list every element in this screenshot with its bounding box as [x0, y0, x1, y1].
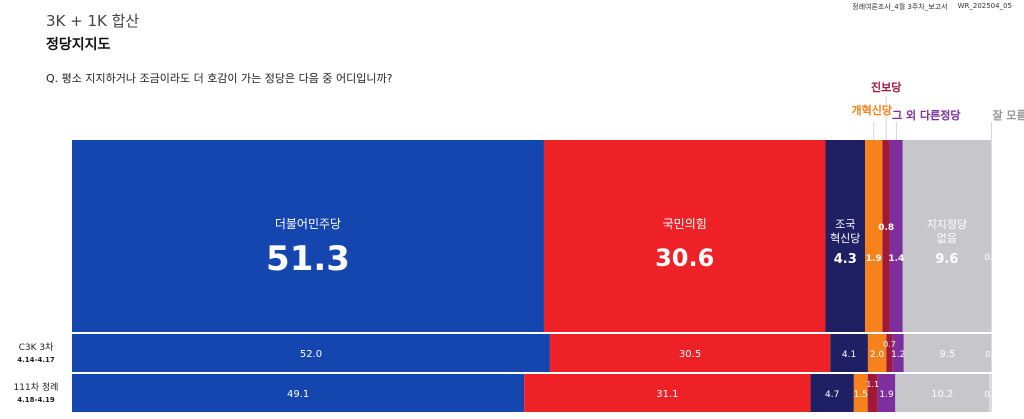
bar-row0-seg-3: [867, 334, 887, 372]
row0-value-seg-0: 52.0: [300, 349, 322, 360]
main-value-seg-0: 51.3: [266, 239, 350, 279]
row-label-bg-1: [0, 374, 72, 412]
bar-main-seg-6: [902, 140, 992, 332]
bar-main-seg-7: [991, 140, 992, 332]
main-label-seg-2-l1: 혁신당: [830, 232, 860, 245]
row-label-1: 111차 정례: [14, 381, 59, 393]
bar-row1-seg-1: [524, 374, 811, 412]
row-label-0: C3K 3차: [19, 341, 54, 353]
main-label-seg-1: 국민의힘: [663, 217, 707, 231]
bar-row1-seg-5: [877, 374, 896, 412]
main-value-seg-6: 9.6: [935, 252, 958, 267]
bar-row1-seg-0: [72, 374, 525, 412]
row1-value-seg-3: 1.5: [854, 390, 868, 400]
top-label-1: 진보당: [871, 80, 901, 94]
bar-main-seg-5: [889, 140, 903, 332]
row1-value-seg-5: 1.9: [879, 390, 894, 400]
main-value-seg-1: 30.6: [655, 244, 714, 272]
row1-value-seg-1: 31.1: [656, 389, 678, 400]
main-value-seg-4: 0.8: [878, 223, 894, 233]
bar-row0-seg-7: [991, 334, 992, 372]
bar-row0-seg-5: [892, 334, 904, 372]
row0-value-seg-6: 9.5: [939, 349, 955, 360]
row1-value-seg-7: 0.3: [984, 390, 997, 399]
header-kicker: 3K + 1K 합산: [46, 12, 140, 30]
report-name: 정례여론조사_4월 3주차_보고서: [852, 3, 948, 11]
row1-value-seg-0: 49.1: [287, 389, 309, 400]
bar-main-seg-2: [825, 140, 866, 332]
bar-main-seg-3: [865, 140, 883, 332]
main-value-seg-5: 1.4: [888, 254, 904, 264]
bar-row0-seg-0: [72, 334, 550, 372]
row-label-bg-0: [0, 334, 72, 372]
bar-row1-seg-2: [810, 374, 854, 412]
bar-row0-seg-1: [549, 334, 831, 372]
row0-value-seg-4: 0.7: [883, 340, 896, 349]
top-label-3: 잘 모름: [992, 109, 1024, 122]
main-value-seg-7: 0.1: [984, 253, 998, 263]
main-label-seg-6-l1: 없음: [937, 232, 957, 245]
row0-value-seg-2: 4.1: [842, 350, 856, 360]
header-meta: 정례여론조사_4월 3주차_보고서 WR_202504_05: [852, 2, 1012, 12]
bar-main-seg-4: [882, 140, 890, 332]
bar-row0-seg-2: [830, 334, 868, 372]
main-value-seg-3: 1.9: [866, 254, 882, 264]
report-code: WR_202504_05: [957, 2, 1012, 10]
row0-value-seg-5: 1.2: [891, 350, 905, 360]
top-label-2: 그 외 다른정당: [892, 108, 960, 122]
bar-row1-seg-7: [989, 374, 992, 412]
top-label-0: 개혁신당: [852, 103, 892, 117]
main-label-seg-2-l0: 조국: [835, 218, 855, 231]
survey-question: Q. 평소 지지하거나 조금이라도 더 호감이 가는 정당은 다음 중 어디입니…: [46, 72, 393, 85]
bar-row1-seg-3: [853, 374, 868, 412]
row-dates-0: 4.14-4.17: [17, 356, 55, 364]
bar-row1-seg-4: [867, 374, 878, 412]
main-label-seg-6-l0: 지지정당: [927, 218, 967, 231]
row0-value-seg-3: 2.0: [870, 350, 885, 360]
bar-row0-seg-6: [903, 334, 992, 372]
row1-value-seg-2: 4.7: [825, 390, 839, 400]
row-dates-1: 4.18-4.19: [17, 396, 55, 404]
row1-value-seg-4: 1.1: [866, 380, 879, 389]
main-value-seg-2: 4.3: [834, 252, 857, 267]
bar-row0-seg-4: [886, 334, 893, 372]
main-label-seg-0: 더불어민주당: [275, 217, 341, 231]
row0-value-seg-7: 0.1: [985, 350, 998, 359]
bar-main-seg-0: [72, 140, 544, 332]
page-title: 정당지지도: [46, 37, 111, 53]
bar-main-seg-1: [543, 140, 826, 332]
row0-value-seg-1: 30.5: [679, 349, 701, 360]
bar-row1-seg-6: [895, 374, 990, 412]
row1-value-seg-6: 10.2: [931, 389, 953, 400]
